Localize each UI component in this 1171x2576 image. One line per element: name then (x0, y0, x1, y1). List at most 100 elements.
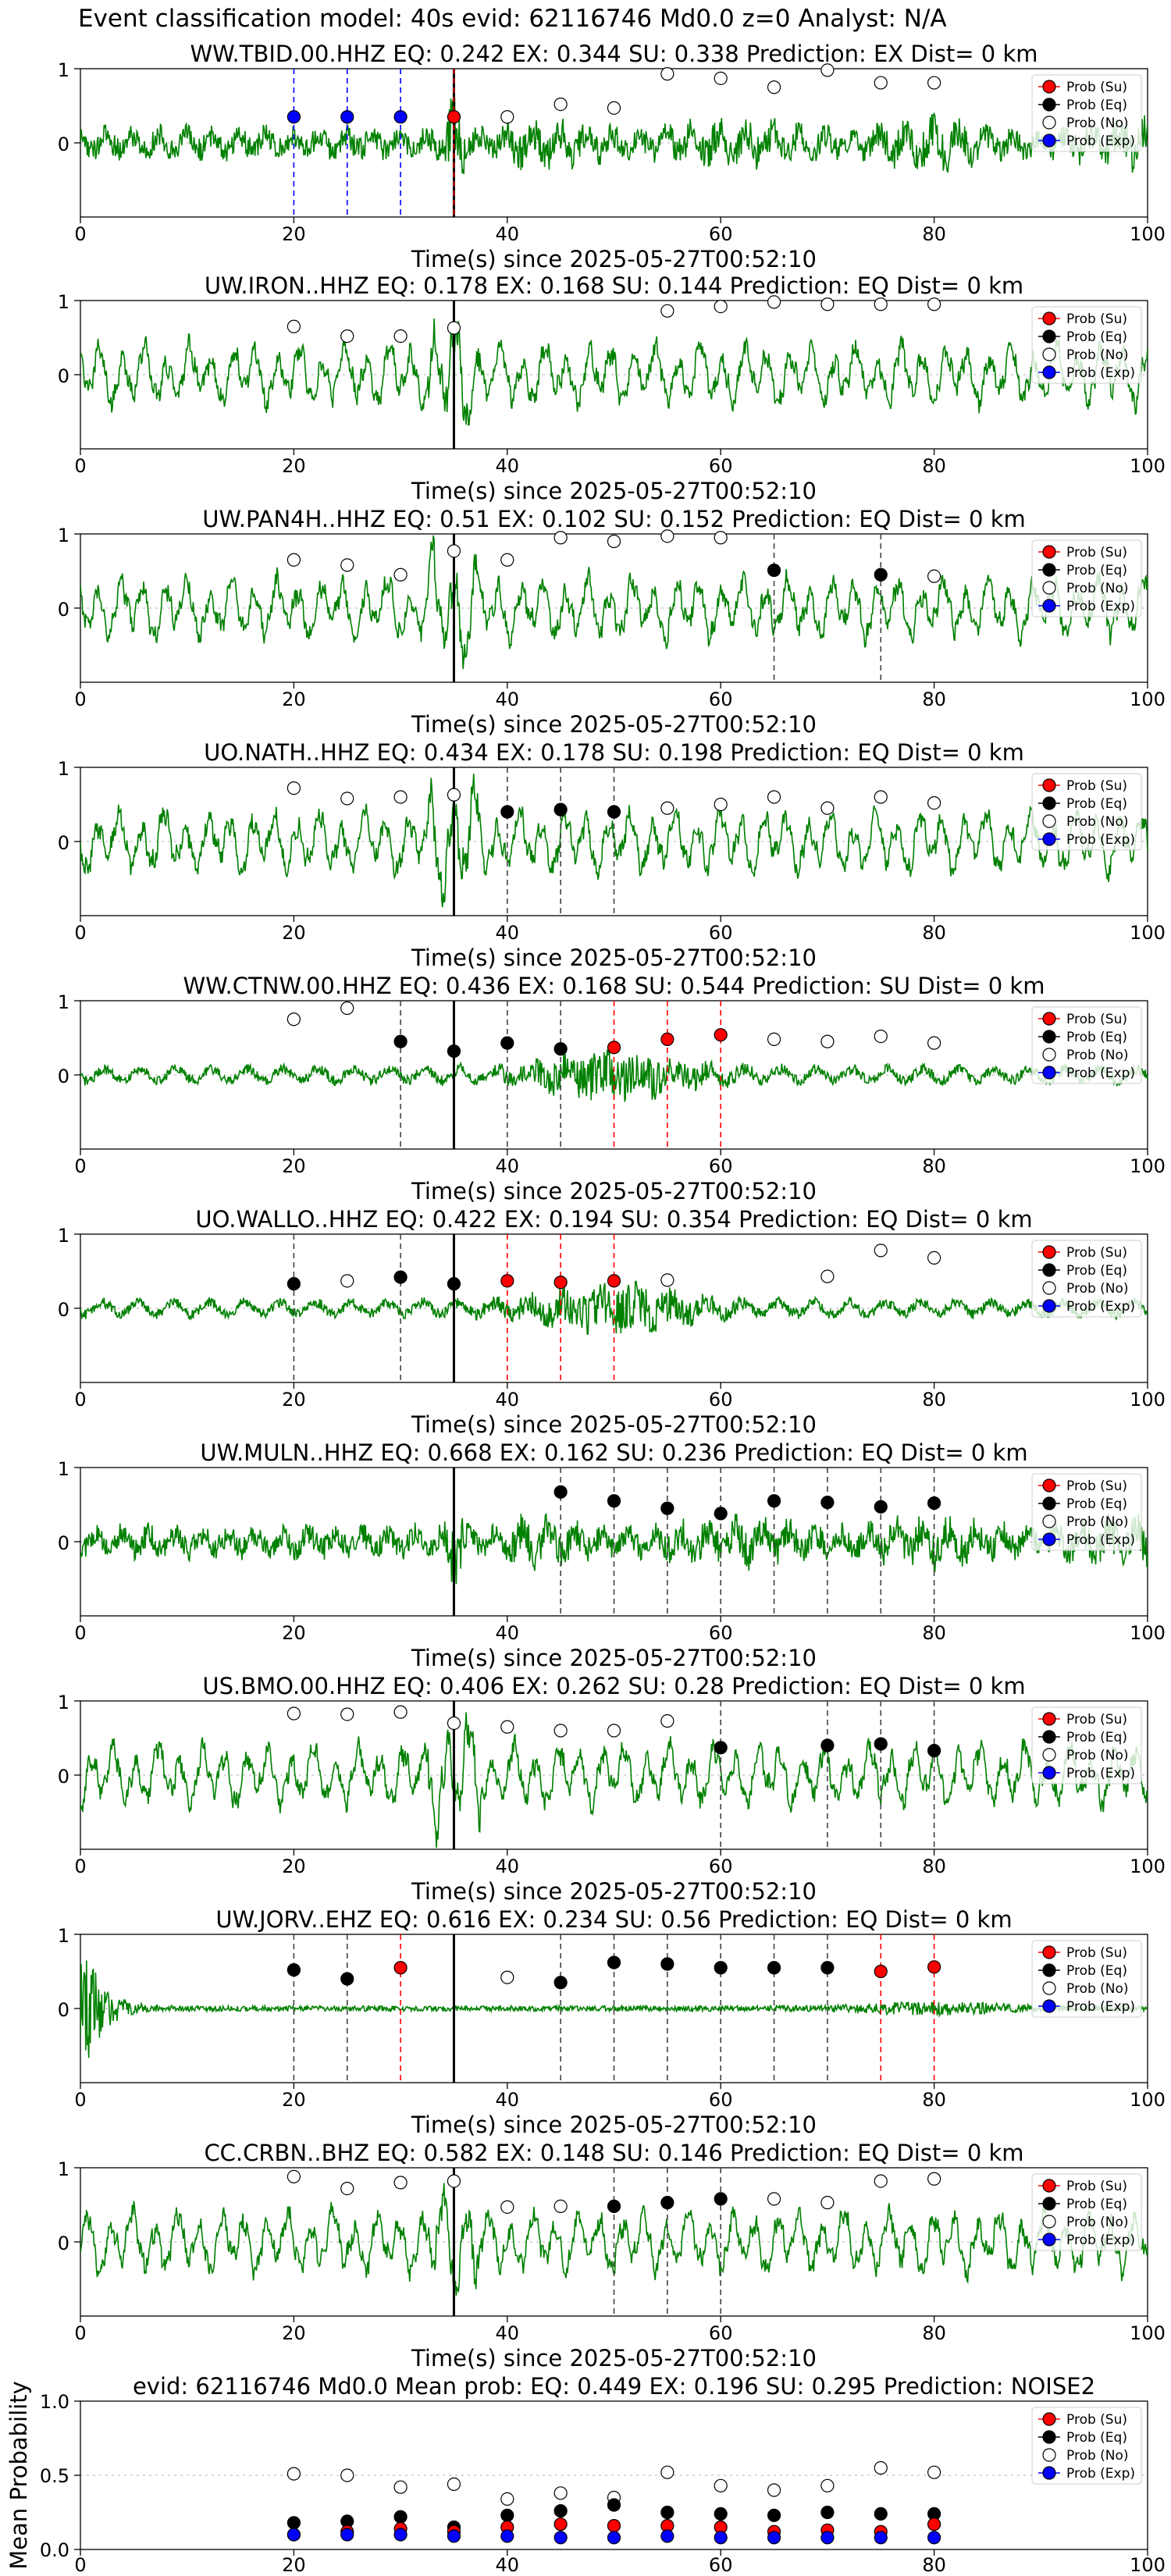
panel-5: WW.CTNW.00.HHZ EQ: 0.436 EX: 0.168 SU: 0… (58, 973, 1166, 1204)
ytick-label: 1 (58, 59, 69, 81)
prob-point-no (500, 2200, 514, 2214)
xtick-label: 60 (709, 1389, 733, 1411)
prob-point-no (767, 2192, 781, 2206)
legend-label: Prob (No) (1066, 814, 1129, 830)
legend-label: Prob (Su) (1066, 1245, 1127, 1261)
prob-point-su (927, 1960, 941, 1974)
mean-point-2 (767, 2483, 781, 2497)
xaxis-label: Time(s) since 2025-05-27T00:52:10 (411, 1645, 817, 1671)
legend-marker (1042, 1532, 1056, 1546)
prob-point-no (607, 1724, 621, 1738)
legend-marker (1042, 2215, 1056, 2229)
ytick-label: 1 (58, 991, 69, 1013)
xtick-label: 0 (74, 688, 86, 710)
legend-label: Prob (Exp) (1066, 1299, 1135, 1315)
xtick-label: 20 (282, 1389, 306, 1411)
prob-point-no (287, 1706, 301, 1720)
xtick-label: 0 (74, 2089, 86, 2111)
legend-box (1031, 1940, 1142, 2018)
legend-label: Prob (Exp) (1066, 2233, 1135, 2248)
xtick-label: 80 (922, 1622, 946, 1644)
waveform-trace (80, 535, 1148, 670)
panel-title: CC.CRBN..BHZ EQ: 0.582 EX: 0.148 SU: 0.1… (204, 2140, 1023, 2166)
prob-point-no (714, 300, 728, 314)
xtick-label: 40 (496, 223, 520, 245)
prob-point-no (340, 1707, 354, 1721)
legend-marker (1042, 796, 1056, 810)
ytick-label: 1 (58, 758, 69, 780)
mean-point-3 (500, 2529, 514, 2543)
legend-label: Prob (Exp) (1066, 2466, 1135, 2482)
xtick-label: 0 (74, 1856, 86, 1877)
prob-point-su (607, 1274, 621, 1288)
mean-point-1 (500, 2508, 514, 2522)
panel-title: US.BMO.00.HHZ EQ: 0.406 EX: 0.262 SU: 0.… (202, 1673, 1025, 1699)
legend-marker (1042, 329, 1056, 343)
mean-point-2 (553, 2486, 568, 2500)
xtick-label: 40 (496, 2554, 520, 2576)
waveform-trace (80, 318, 1148, 426)
prob-point-no (393, 329, 408, 343)
prob-point-eq (393, 1270, 408, 1284)
legend-label: Prob (Eq) (1066, 1963, 1127, 1979)
xtick-label: 40 (496, 455, 520, 477)
legend-label: Prob (Su) (1066, 778, 1127, 794)
xtick-label: 100 (1130, 688, 1166, 710)
legend-label: Prob (Eq) (1066, 2197, 1127, 2212)
legend-label: Prob (Exp) (1066, 1999, 1135, 2015)
legend-label: Prob (Exp) (1066, 1532, 1135, 1548)
xtick-label: 20 (282, 455, 306, 477)
legend-label: Prob (No) (1066, 1981, 1129, 1997)
legend-marker (1042, 814, 1056, 828)
xtick-label: 20 (282, 2322, 306, 2344)
legend-box (1031, 1006, 1142, 1084)
xtick-label: 60 (709, 2089, 733, 2111)
mean-point-2 (660, 2465, 674, 2479)
mean-point-2 (393, 2480, 408, 2494)
panel-10: CC.CRBN..BHZ EQ: 0.582 EX: 0.148 SU: 0.1… (58, 2140, 1166, 2371)
legend-label: Prob (No) (1066, 1514, 1129, 1530)
mean-point-3 (874, 2531, 888, 2545)
prob-point-eq (714, 1741, 728, 1755)
legend-label: Prob (Su) (1066, 1012, 1127, 1027)
legend-marker (1042, 599, 1056, 613)
legend-marker (1042, 1748, 1056, 1762)
legend-marker (1042, 2233, 1056, 2247)
waveform-trace (80, 1512, 1148, 1585)
legend-box (1031, 539, 1142, 617)
legend-marker (1042, 1712, 1056, 1726)
xaxis-label: Time(s) since 2025-05-27T00:52:10 (411, 478, 817, 504)
prob-point-no (287, 781, 301, 795)
mean-point-1 (874, 2507, 888, 2521)
prob-point-eq (553, 1042, 568, 1056)
ytick-label: 0 (58, 1999, 69, 2021)
prob-point-no (287, 2169, 301, 2183)
mean-point-2 (287, 2467, 301, 2481)
ytick-label: 0 (58, 2233, 69, 2254)
legend-label: Prob (Eq) (1066, 1263, 1127, 1279)
prob-point-no (927, 795, 941, 810)
prob-point-no (660, 304, 674, 318)
legend-marker (1042, 1945, 1056, 1959)
legend-label: Prob (Eq) (1066, 98, 1127, 113)
legend-marker (1042, 2197, 1056, 2211)
xtick-label: 100 (1130, 1856, 1166, 1877)
mean-point-2 (714, 2478, 728, 2492)
legend-marker (1042, 2466, 1056, 2480)
prob-point-no (660, 529, 674, 543)
prob-point-no (340, 1001, 354, 1016)
legend-label: Prob (Su) (1066, 545, 1127, 560)
xtick-label: 60 (709, 1856, 733, 1877)
panel-title: WW.CTNW.00.HHZ EQ: 0.436 EX: 0.168 SU: 0… (183, 973, 1045, 999)
mean-point-0 (927, 2517, 941, 2532)
xtick-label: 40 (496, 1856, 520, 1877)
legend-label: Prob (Su) (1066, 1478, 1127, 1494)
mean-point-0 (553, 2517, 568, 2532)
prob-point-no (714, 71, 728, 85)
prob-point-no (660, 1714, 674, 1728)
xaxis-label: Time(s) since 2025-05-27T00:52:10 (411, 711, 817, 738)
xtick-label: 100 (1130, 2089, 1166, 2111)
panel-title: evid: 62116746 Md0.0 Mean prob: EQ: 0.44… (133, 2373, 1095, 2400)
legend-label: Prob (Eq) (1066, 1030, 1127, 1045)
prob-point-no (767, 80, 781, 94)
